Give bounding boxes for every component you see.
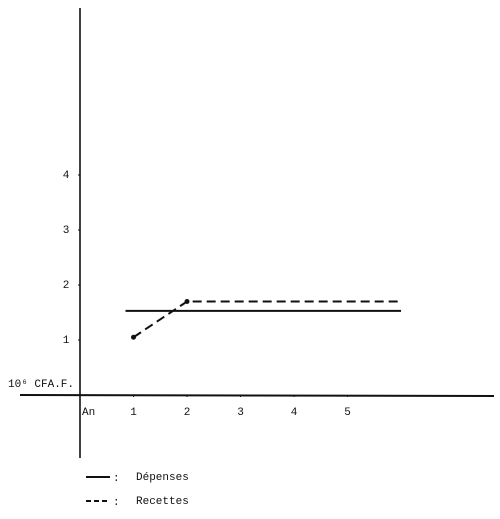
x-tick-label: 3 bbox=[237, 407, 244, 419]
point bbox=[184, 299, 190, 304]
point bbox=[131, 334, 137, 340]
x-axis-label: An bbox=[82, 407, 95, 419]
legend-colon: : bbox=[113, 473, 120, 485]
x-tick-label: 1 bbox=[130, 407, 137, 419]
y-tick-label: 4 bbox=[63, 170, 70, 182]
y-axis-label: 10⁶ CFA.F. bbox=[8, 379, 74, 391]
x-axis bbox=[19, 394, 495, 397]
legend-colon: : bbox=[113, 497, 120, 509]
x-tick-label: 2 bbox=[184, 407, 191, 419]
y-tick-label: 3 bbox=[63, 225, 70, 237]
legend-label: Dépenses bbox=[136, 472, 189, 484]
x-tick-label: 4 bbox=[291, 407, 298, 419]
y-tick-label: 1 bbox=[63, 335, 70, 347]
x-tick-label: 5 bbox=[344, 407, 351, 419]
legend-label: Recettes bbox=[136, 496, 189, 508]
series-line bbox=[132, 300, 402, 339]
y-tick-label: 2 bbox=[63, 280, 70, 292]
